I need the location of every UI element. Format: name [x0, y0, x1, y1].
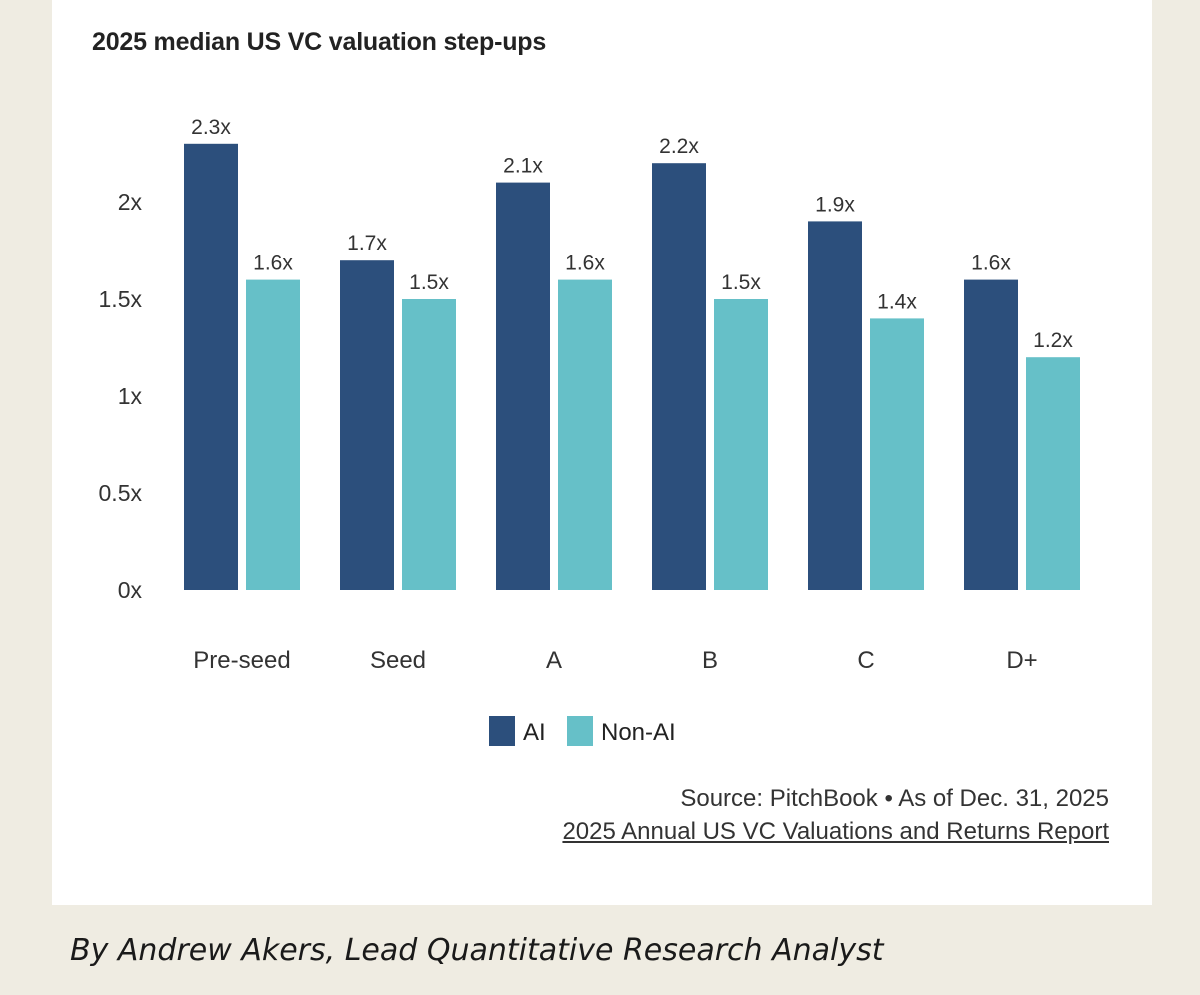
y-tick-label: 0.5x [99, 480, 143, 506]
bar-ai-c [808, 221, 862, 590]
chart-title: 2025 median US VC valuation step-ups [92, 28, 547, 56]
legend: AI Non-AI [489, 716, 676, 746]
x-tick-label: Pre-seed [193, 647, 290, 674]
data-label: 1.6x [565, 252, 605, 275]
bar-non-ai-d+ [1026, 357, 1080, 590]
data-label: 1.2x [1033, 329, 1073, 352]
x-tick-label: D+ [1006, 647, 1037, 674]
bar-ai-d+ [964, 279, 1018, 590]
x-axis: Pre-seed Seed A B C D+ [193, 647, 1037, 674]
byline: By Andrew Akers, Lead Quantitative Resea… [70, 933, 884, 968]
y-tick-label: 1.5x [99, 286, 143, 312]
legend-label: Non-AI [601, 719, 676, 746]
y-tick-label: 1x [118, 383, 143, 409]
data-label: 1.7x [347, 232, 387, 255]
chart-card: 2025 median US VC valuation step-ups 0x 0… [52, 0, 1152, 905]
bar-ai-seed [340, 260, 394, 590]
data-label: 1.6x [971, 252, 1011, 275]
bar-non-ai-b [714, 299, 768, 590]
data-label: 1.4x [877, 290, 917, 313]
data-label: 1.9x [815, 193, 855, 216]
bar-non-ai-a [558, 279, 612, 590]
bars: 2.3x 1.6x 1.7x 1.5x 2.1x 1.6x 2.2x 1.5x 1.9x 1.4x… [184, 116, 1080, 591]
source-text: Source: PitchBook • As of Dec. 31, 2025 [680, 785, 1109, 812]
x-tick-label: A [546, 647, 562, 674]
bar-non-ai-seed [402, 299, 456, 590]
y-tick-label: 2x [118, 189, 143, 215]
legend-swatch-ai [489, 716, 515, 746]
x-tick-label: C [857, 647, 874, 674]
bar-non-ai-pre-seed [246, 279, 300, 590]
source-note: Source: PitchBook • As of Dec. 31, 2025 … [562, 782, 1109, 848]
legend-label: AI [523, 719, 546, 746]
report-link[interactable]: 2025 Annual US VC Valuations and Returns… [562, 818, 1109, 845]
y-tick-label: 0x [118, 577, 143, 603]
data-label: 1.6x [253, 252, 293, 275]
bar-ai-a [496, 182, 550, 590]
bar-ai-pre-seed [184, 143, 238, 591]
bar-non-ai-c [870, 318, 924, 590]
data-label: 2.3x [191, 116, 231, 139]
data-label: 2.1x [503, 155, 543, 178]
x-tick-label: B [702, 647, 718, 674]
legend-swatch-non-ai [567, 716, 593, 746]
x-tick-label: Seed [370, 647, 426, 674]
data-label: 1.5x [721, 271, 761, 294]
data-label: 2.2x [659, 135, 699, 158]
bar-ai-b [652, 163, 706, 590]
data-label: 1.5x [409, 271, 449, 294]
y-axis: 0x 0.5x 1x 1.5x 2x [99, 189, 143, 603]
